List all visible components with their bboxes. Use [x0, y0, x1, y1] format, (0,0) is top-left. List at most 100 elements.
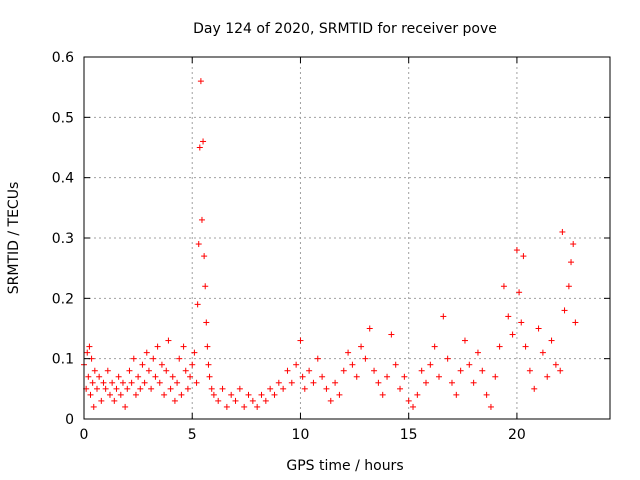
data-point	[228, 391, 235, 398]
data-point	[479, 367, 486, 374]
data-point	[332, 379, 339, 386]
y-tick-label: 0.2	[52, 291, 74, 307]
y-tick-label: 0.4	[52, 171, 74, 187]
data-point	[102, 385, 109, 392]
data-point	[513, 247, 520, 254]
data-point	[106, 391, 113, 398]
data-point	[410, 403, 417, 410]
data-point	[470, 379, 477, 386]
data-point	[557, 367, 564, 374]
data-point	[539, 349, 546, 356]
y-tick-labels: 0 0.1 0.2 0.3 0.4 0.5 0.6	[52, 50, 74, 428]
data-point	[109, 379, 116, 386]
data-point	[526, 367, 533, 374]
data-point	[375, 379, 382, 386]
y-axis-label: SRMTID / TECUs	[6, 182, 22, 295]
data-point	[113, 385, 120, 392]
data-point	[565, 283, 572, 290]
data-point	[89, 379, 96, 386]
data-point	[314, 355, 321, 362]
data-point	[236, 385, 243, 392]
data-point	[178, 391, 185, 398]
grid	[84, 57, 610, 419]
data-point	[194, 301, 201, 308]
data-point	[301, 385, 308, 392]
data-point	[267, 385, 274, 392]
data-point	[98, 397, 105, 404]
data-point	[156, 379, 163, 386]
y-tick-label: 0.3	[52, 231, 74, 247]
data-point	[124, 385, 131, 392]
data-point	[86, 343, 93, 350]
data-point	[203, 319, 210, 326]
data-point	[548, 337, 555, 344]
data-point	[180, 343, 187, 350]
data-point	[119, 379, 126, 386]
data-point	[500, 283, 507, 290]
data-point	[167, 385, 174, 392]
data-point	[91, 367, 98, 374]
data-point	[249, 397, 256, 404]
data-point	[345, 349, 352, 356]
data-point	[215, 397, 222, 404]
data-point	[126, 367, 133, 374]
x-tick-label: 10	[292, 427, 310, 443]
y-tick-label: 0.5	[52, 110, 74, 126]
data-point	[176, 355, 183, 362]
data-point	[122, 403, 129, 410]
data-point	[165, 337, 172, 344]
data-point	[572, 319, 579, 326]
data-point	[336, 391, 343, 398]
data-point	[201, 253, 208, 260]
data-point	[453, 391, 460, 398]
data-point	[117, 391, 124, 398]
data-point	[435, 373, 442, 380]
data-point	[205, 361, 212, 368]
data-point	[84, 349, 91, 356]
data-point	[492, 373, 499, 380]
data-point	[104, 367, 111, 374]
data-point	[254, 403, 261, 410]
data-point	[132, 391, 139, 398]
data-point	[474, 349, 481, 356]
data-point	[505, 313, 512, 320]
data-point	[509, 331, 516, 338]
y-tick-label: 0.6	[52, 50, 74, 66]
data-point	[319, 373, 326, 380]
data-point	[208, 385, 215, 392]
data-point	[196, 144, 203, 151]
data-point	[397, 385, 404, 392]
chart-title: Day 124 of 2020, SRMTID for receiver pov…	[193, 21, 497, 37]
data-point	[223, 403, 230, 410]
x-tick-label: 15	[400, 427, 418, 443]
data-point	[200, 138, 207, 145]
data-point	[299, 373, 306, 380]
x-tick-labels: 0 5 10 15 20	[80, 427, 526, 443]
data-point	[293, 361, 300, 368]
data-point	[284, 367, 291, 374]
tick-marks	[83, 56, 610, 420]
data-point	[115, 373, 122, 380]
data-point	[392, 361, 399, 368]
data-point	[195, 241, 202, 248]
data-point	[568, 259, 575, 266]
data-point	[518, 319, 525, 326]
data-point	[174, 379, 181, 386]
data-point	[371, 367, 378, 374]
data-point	[461, 337, 468, 344]
data-point	[405, 397, 412, 404]
data-point	[487, 403, 494, 410]
data-point	[202, 283, 209, 290]
data-point	[323, 385, 330, 392]
data-point	[128, 379, 135, 386]
data-point	[444, 355, 451, 362]
data-point	[431, 343, 438, 350]
data-point	[245, 391, 252, 398]
data-point	[297, 337, 304, 344]
data-point	[193, 379, 200, 386]
data-point	[171, 397, 178, 404]
data-point	[143, 349, 150, 356]
data-point	[130, 355, 137, 362]
data-point	[306, 367, 313, 374]
